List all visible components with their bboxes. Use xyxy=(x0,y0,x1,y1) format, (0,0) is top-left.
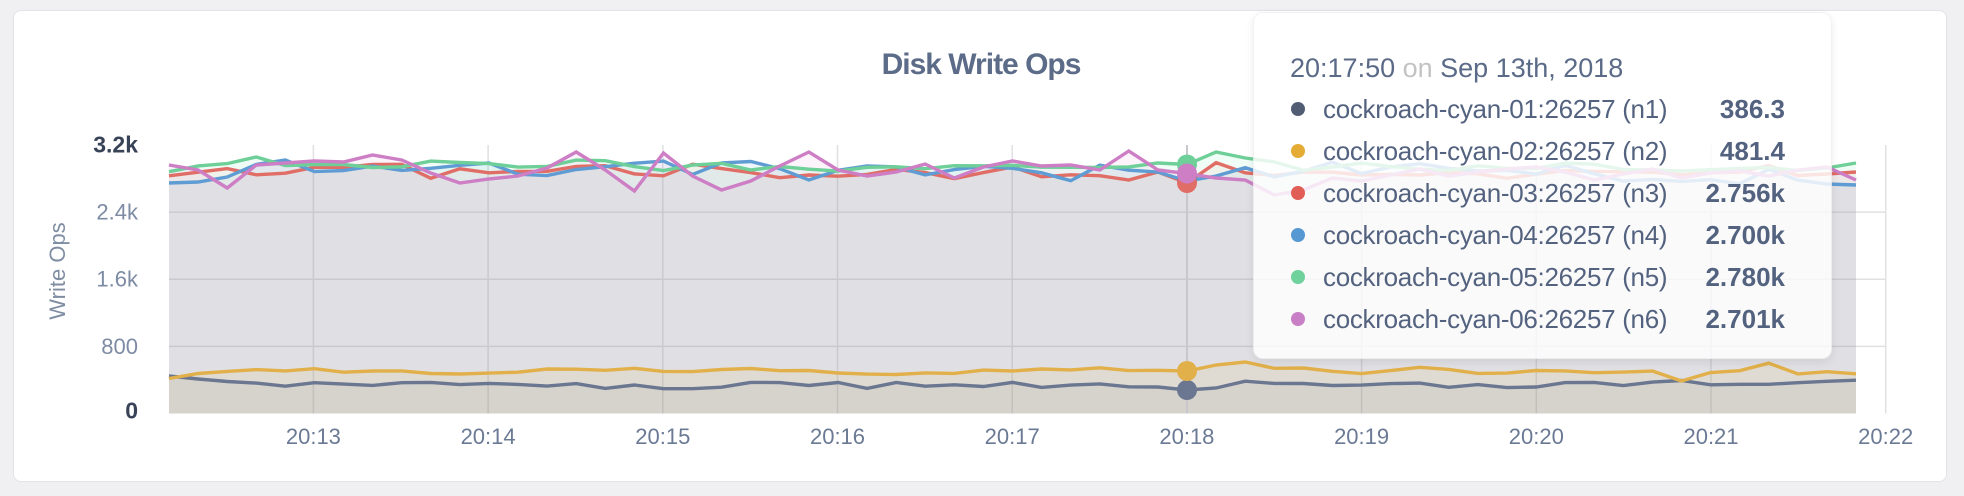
svg-text:20:21: 20:21 xyxy=(1683,424,1738,449)
svg-text:20:18: 20:18 xyxy=(1159,424,1214,449)
svg-text:20:22: 20:22 xyxy=(1858,424,1913,449)
svg-text:20:14: 20:14 xyxy=(461,424,516,449)
svg-text:20:13: 20:13 xyxy=(286,424,341,449)
svg-text:20:15: 20:15 xyxy=(635,424,690,449)
svg-text:20:19: 20:19 xyxy=(1334,424,1389,449)
svg-text:2.4k: 2.4k xyxy=(96,200,139,225)
svg-text:1.6k: 1.6k xyxy=(96,267,139,292)
svg-text:Disk Write Ops: Disk Write Ops xyxy=(882,48,1081,81)
svg-text:0: 0 xyxy=(125,398,138,424)
svg-text:20:17: 20:17 xyxy=(985,424,1040,449)
svg-text:800: 800 xyxy=(101,334,138,359)
svg-text:Write Ops: Write Ops xyxy=(45,222,70,319)
svg-text:20:20: 20:20 xyxy=(1509,424,1564,449)
svg-text:20:16: 20:16 xyxy=(810,424,865,449)
svg-text:3.2k: 3.2k xyxy=(93,132,138,158)
